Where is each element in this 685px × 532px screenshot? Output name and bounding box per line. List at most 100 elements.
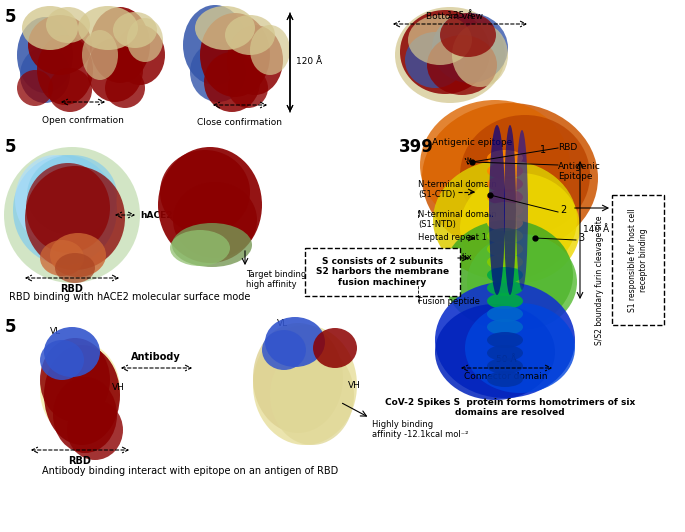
Ellipse shape <box>487 280 523 296</box>
Ellipse shape <box>48 68 92 112</box>
Ellipse shape <box>253 325 357 445</box>
Text: Fusion peptide: Fusion peptide <box>418 297 480 306</box>
Text: 399: 399 <box>399 138 434 156</box>
Text: VH: VH <box>112 384 125 393</box>
Text: 135 Å: 135 Å <box>447 11 473 20</box>
Ellipse shape <box>172 223 252 267</box>
Text: 3: 3 <box>578 233 584 243</box>
Bar <box>305 248 460 296</box>
Text: S1 responsible for host cell
receptor binding: S1 responsible for host cell receptor bi… <box>628 208 648 312</box>
Ellipse shape <box>487 254 523 270</box>
Ellipse shape <box>227 25 283 95</box>
Ellipse shape <box>427 35 497 95</box>
Ellipse shape <box>516 130 528 290</box>
Ellipse shape <box>487 358 523 374</box>
Ellipse shape <box>22 6 78 50</box>
Ellipse shape <box>127 18 163 62</box>
Text: Close confirmation: Close confirmation <box>197 118 282 127</box>
Ellipse shape <box>487 267 523 283</box>
Ellipse shape <box>4 147 140 283</box>
Ellipse shape <box>82 30 118 80</box>
Text: Connector domain: Connector domain <box>464 372 548 381</box>
Text: Heptad repeat 1: Heptad repeat 1 <box>418 234 487 243</box>
Text: Open confrmation: Open confrmation <box>42 116 124 125</box>
Ellipse shape <box>487 371 523 387</box>
Ellipse shape <box>90 7 150 83</box>
Ellipse shape <box>17 70 53 106</box>
Text: Highly binding
affinity -12.1kcal mol⁻²: Highly binding affinity -12.1kcal mol⁻² <box>372 420 469 439</box>
Text: Antigenic epitope: Antigenic epitope <box>432 138 512 147</box>
Bar <box>612 195 664 325</box>
Ellipse shape <box>432 13 508 83</box>
Ellipse shape <box>195 6 255 50</box>
Text: Antibody binding interact with epitope on an antigen of RBD: Antibody binding interact with epitope o… <box>42 466 338 476</box>
Ellipse shape <box>504 125 516 295</box>
Ellipse shape <box>440 13 496 57</box>
Ellipse shape <box>50 233 106 277</box>
Text: 120 Å: 120 Å <box>296 57 322 66</box>
Ellipse shape <box>228 68 268 108</box>
Ellipse shape <box>443 220 573 330</box>
Ellipse shape <box>420 100 570 230</box>
Text: RBD: RBD <box>60 284 84 294</box>
Text: Bottom view: Bottom view <box>427 12 484 21</box>
Text: RBD: RBD <box>558 144 577 153</box>
Ellipse shape <box>25 166 125 270</box>
Ellipse shape <box>44 327 100 377</box>
Ellipse shape <box>55 253 95 283</box>
Ellipse shape <box>40 338 110 422</box>
Ellipse shape <box>44 345 120 445</box>
Text: Target binding epitope
high affinity: Target binding epitope high affinity <box>246 270 341 289</box>
Text: 1: 1 <box>540 145 546 155</box>
Text: hACE2: hACE2 <box>140 211 173 220</box>
Ellipse shape <box>487 319 523 335</box>
Text: Antigenic
Epitope: Antigenic Epitope <box>558 162 601 181</box>
Ellipse shape <box>15 155 95 245</box>
Text: N-terminal domain
(S1-CTD): N-terminal domain (S1-CTD) <box>418 180 497 200</box>
Ellipse shape <box>27 155 117 235</box>
Ellipse shape <box>262 330 306 370</box>
Ellipse shape <box>105 68 145 108</box>
Ellipse shape <box>487 176 523 192</box>
Ellipse shape <box>173 182 257 258</box>
Ellipse shape <box>487 241 523 257</box>
Text: Antibody: Antibody <box>131 352 181 362</box>
Text: CoV-2 Spikes S  protein forms homotrimers of six
domains are resolved: CoV-2 Spikes S protein forms homotrimers… <box>385 398 635 418</box>
Ellipse shape <box>253 323 343 433</box>
Ellipse shape <box>487 215 523 231</box>
Ellipse shape <box>465 303 575 393</box>
Ellipse shape <box>170 230 230 266</box>
Ellipse shape <box>270 345 354 445</box>
Ellipse shape <box>17 17 73 93</box>
Ellipse shape <box>487 163 523 179</box>
Ellipse shape <box>460 115 590 235</box>
Ellipse shape <box>26 163 110 253</box>
Text: 140 Å: 140 Å <box>583 226 609 235</box>
Text: Central helix: Central helix <box>418 254 472 262</box>
Ellipse shape <box>435 282 575 398</box>
Text: VL: VL <box>277 319 288 328</box>
Ellipse shape <box>400 10 490 94</box>
Ellipse shape <box>40 340 84 380</box>
Ellipse shape <box>115 25 165 85</box>
Ellipse shape <box>250 25 290 75</box>
Ellipse shape <box>487 332 523 348</box>
Ellipse shape <box>204 52 260 112</box>
Ellipse shape <box>487 202 523 218</box>
Text: N-terminal domain
(S1-NTD): N-terminal domain (S1-NTD) <box>418 210 497 229</box>
Text: 5: 5 <box>5 318 16 336</box>
Ellipse shape <box>40 342 120 438</box>
Text: VL: VL <box>49 327 60 336</box>
Text: S consists of 2 subunits
S2 harbors the membrane
fusion machinery: S consists of 2 subunits S2 harbors the … <box>316 257 449 287</box>
Ellipse shape <box>452 23 508 87</box>
Ellipse shape <box>53 377 117 453</box>
Ellipse shape <box>460 173 580 283</box>
Ellipse shape <box>265 317 325 367</box>
Ellipse shape <box>78 6 138 50</box>
Ellipse shape <box>13 155 117 265</box>
Ellipse shape <box>422 103 598 253</box>
Ellipse shape <box>313 328 357 368</box>
Ellipse shape <box>487 228 523 244</box>
Ellipse shape <box>37 35 93 105</box>
Ellipse shape <box>200 13 270 97</box>
